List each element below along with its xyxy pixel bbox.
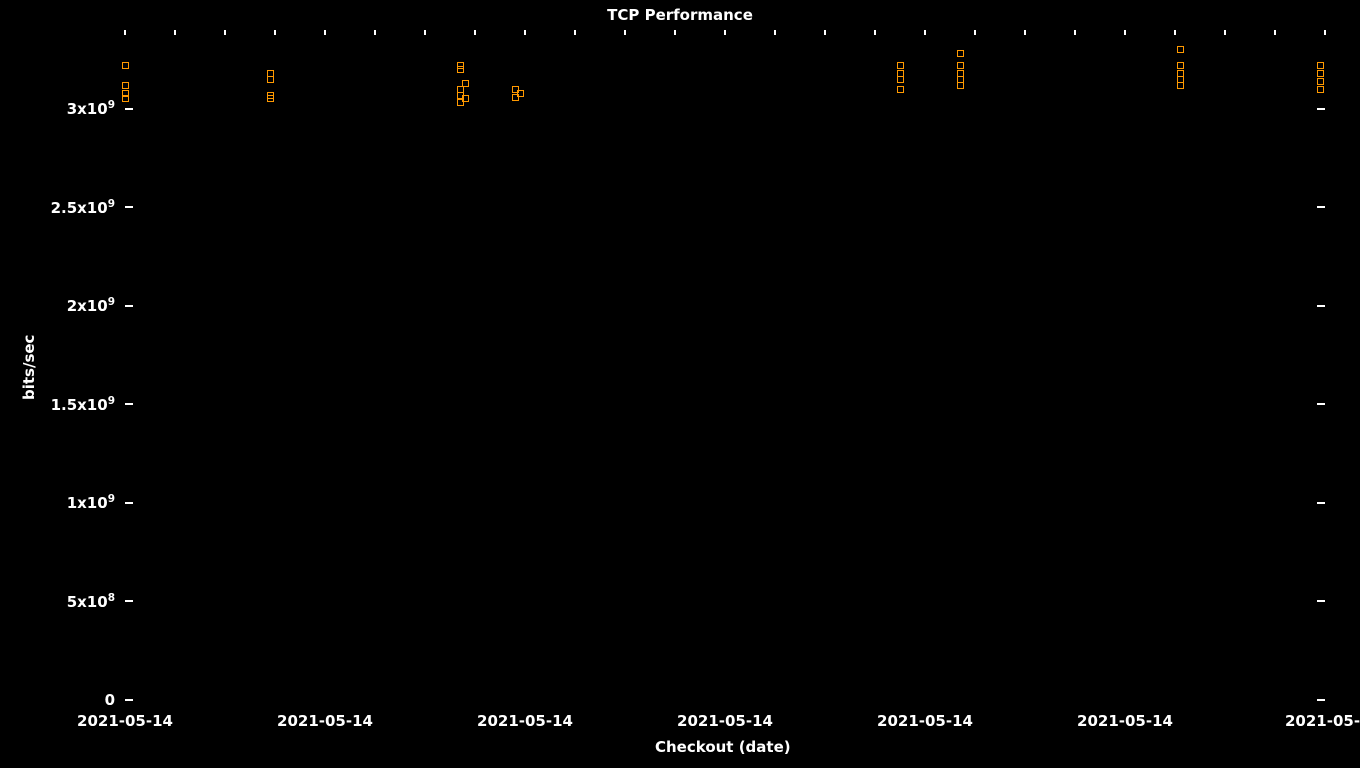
chart-title: TCP Performance <box>0 6 1360 24</box>
data-point <box>897 86 904 93</box>
y-tick-label: 1x109 <box>67 493 115 512</box>
x-tick-label: 2021-05-14 <box>270 712 380 730</box>
x-tick-mark-top <box>324 30 326 35</box>
x-tick-mark-top <box>1024 30 1026 35</box>
y-tick-mark <box>125 699 133 701</box>
x-tick-mark-top <box>124 30 126 35</box>
y-tick-mark <box>125 600 133 602</box>
x-tick-mark-top <box>1274 30 1276 35</box>
x-tick-mark-top <box>1324 30 1326 35</box>
y-tick-label: 1.5x109 <box>51 395 115 414</box>
x-tick-mark-top <box>524 30 526 35</box>
y-tick-label: 3x109 <box>67 99 115 118</box>
x-tick-mark-top <box>624 30 626 35</box>
data-point <box>1317 86 1324 93</box>
y-tick-label: 2x109 <box>67 296 115 315</box>
y-axis-label: bits/sec <box>20 335 38 400</box>
x-tick-label: 2021-05-14 <box>870 712 980 730</box>
x-tick-mark-top <box>374 30 376 35</box>
data-point <box>957 62 964 69</box>
x-tick-mark-top <box>974 30 976 35</box>
x-tick-mark-top <box>1074 30 1076 35</box>
y-tick-label: 0 <box>105 691 115 709</box>
x-axis-label: Checkout (date) <box>655 738 791 756</box>
x-tick-mark-top <box>1174 30 1176 35</box>
x-tick-mark-top <box>774 30 776 35</box>
data-point <box>1177 82 1184 89</box>
data-point <box>897 76 904 83</box>
x-tick-mark-top <box>474 30 476 35</box>
y-tick-mark <box>1317 600 1325 602</box>
x-tick-mark-top <box>824 30 826 35</box>
y-tick-mark <box>125 206 133 208</box>
x-tick-mark-top <box>674 30 676 35</box>
x-tick-mark-top <box>924 30 926 35</box>
y-tick-label: 2.5x109 <box>51 198 115 217</box>
data-point <box>897 62 904 69</box>
data-point <box>122 95 129 102</box>
x-tick-label: 2021-05-14 <box>670 712 780 730</box>
data-point <box>957 82 964 89</box>
data-point <box>1317 70 1324 77</box>
x-tick-mark-top <box>274 30 276 35</box>
y-tick-mark <box>1317 108 1325 110</box>
x-tick-label: 2021-05-14 <box>470 712 580 730</box>
x-tick-mark-top <box>724 30 726 35</box>
x-tick-mark-top <box>424 30 426 35</box>
x-tick-mark-top <box>1224 30 1226 35</box>
y-tick-mark <box>1317 502 1325 504</box>
data-point <box>957 50 964 57</box>
y-tick-mark <box>125 403 133 405</box>
x-tick-mark-top <box>224 30 226 35</box>
data-point <box>1317 62 1324 69</box>
y-tick-mark <box>125 305 133 307</box>
y-tick-mark <box>125 502 133 504</box>
data-point <box>1177 46 1184 53</box>
y-tick-label: 5x108 <box>67 592 115 611</box>
y-tick-mark <box>1317 206 1325 208</box>
x-tick-mark-top <box>874 30 876 35</box>
data-point <box>122 62 129 69</box>
y-tick-mark <box>1317 699 1325 701</box>
data-point <box>457 99 464 106</box>
y-tick-mark <box>125 108 133 110</box>
data-point <box>122 82 129 89</box>
x-tick-mark-top <box>574 30 576 35</box>
y-tick-mark <box>1317 305 1325 307</box>
data-point <box>1177 62 1184 69</box>
x-tick-label: 2021-05-14 <box>1070 712 1180 730</box>
tcp-performance-chart: TCP Performance bits/sec Checkout (date)… <box>0 0 1360 768</box>
x-tick-mark-top <box>1124 30 1126 35</box>
data-point <box>267 95 274 102</box>
y-tick-mark <box>1317 403 1325 405</box>
data-point <box>457 66 464 73</box>
x-tick-mark-top <box>174 30 176 35</box>
x-tick-label: 2021-05-14 <box>70 712 180 730</box>
data-point <box>512 94 519 101</box>
data-point <box>267 76 274 83</box>
data-point <box>1317 78 1324 85</box>
x-tick-label: 2021-05-1 <box>1285 712 1360 730</box>
